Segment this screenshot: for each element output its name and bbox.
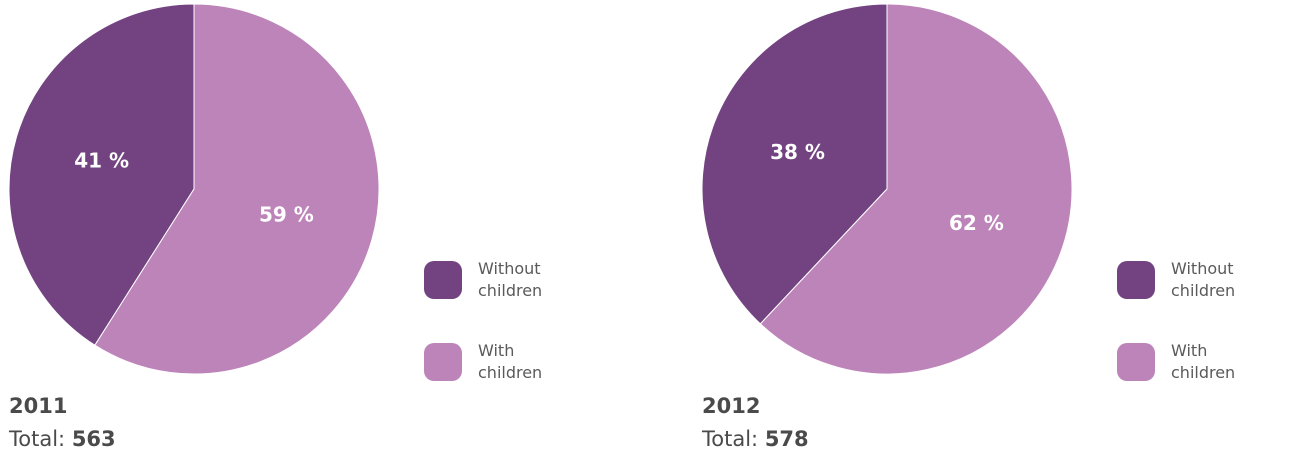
chart-total-label: Total: <box>9 427 66 451</box>
chart-year-title: 2011 <box>9 394 68 418</box>
pie-slice-without-children <box>701 3 888 325</box>
pie-chart-2012: 38 % 62 % <box>701 3 1073 375</box>
legend-swatch-without-children <box>424 261 462 299</box>
chart-total-value: 578 <box>764 427 809 451</box>
legend-swatch-with-children <box>424 343 462 381</box>
legend-label-without-children: Without children <box>1171 259 1236 300</box>
chart-year-title: 2012 <box>702 394 761 418</box>
legend-swatch-with-children <box>1117 343 1155 381</box>
pie-slice-with-children <box>94 3 380 375</box>
chart-total: Total: 578 <box>702 427 809 451</box>
chart-total-value: 563 <box>71 427 116 451</box>
pie-chart-panel-2011: 41 % 59 % Without children With children … <box>0 0 650 456</box>
pie-slice-label-with-children: 62 % <box>949 211 1004 235</box>
legend-item-without-children: Without children <box>1117 258 1235 302</box>
legend-label-without-children: Without children <box>478 259 543 300</box>
pie-slice-label-with-children: 59 % <box>259 202 314 226</box>
legend-item-with-children: With children <box>424 340 542 384</box>
pie-slice-without-children <box>8 3 195 346</box>
legend-swatch-without-children <box>1117 261 1155 299</box>
pie-chart-panel-2012: 38 % 62 % Without children With children … <box>693 0 1306 456</box>
legend-item-without-children: Without children <box>424 258 542 302</box>
pie-chart-2011: 41 % 59 % <box>8 3 380 375</box>
chart-total: Total: 563 <box>9 427 116 451</box>
pie-slice-label-without-children: 41 % <box>74 149 129 173</box>
pie-slice-label-without-children: 38 % <box>770 140 825 164</box>
pie-slice-with-children <box>759 3 1073 375</box>
legend-item-with-children: With children <box>1117 340 1235 384</box>
legend-label-with-children: With children <box>478 341 543 382</box>
legend-label-with-children: With children <box>1171 341 1236 382</box>
chart-total-label: Total: <box>702 427 759 451</box>
